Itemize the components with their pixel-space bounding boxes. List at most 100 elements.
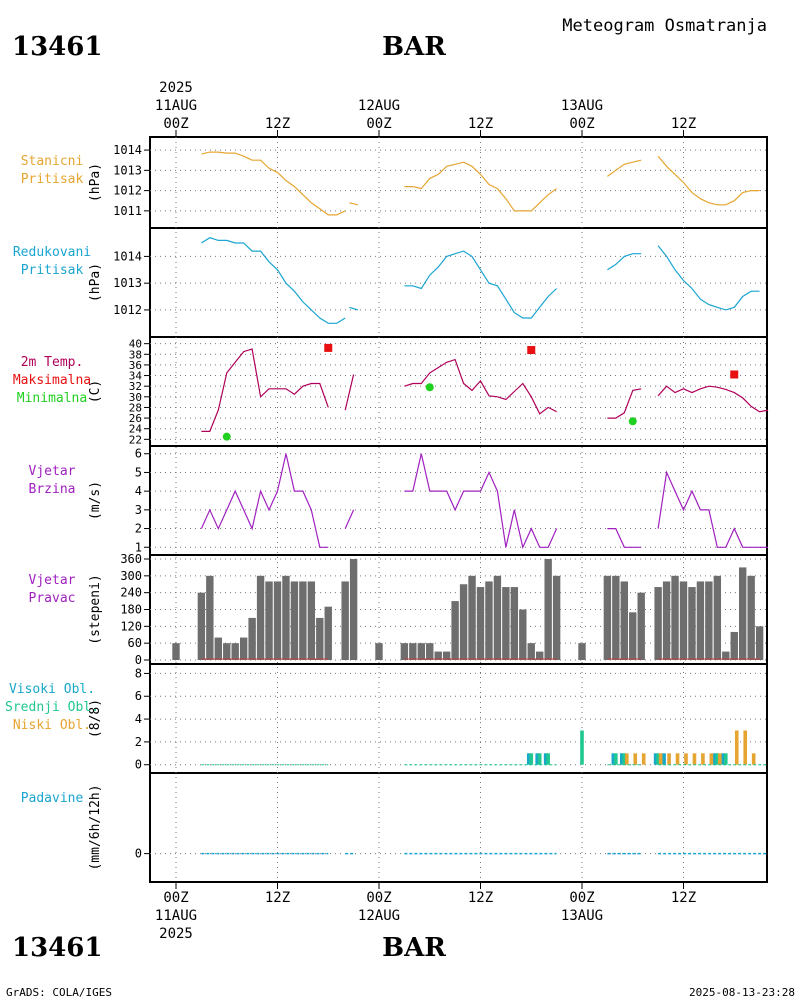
direction-bar bbox=[536, 651, 544, 660]
direction-bar bbox=[231, 643, 239, 660]
cloud-bar bbox=[543, 753, 548, 765]
meteogram-title: Meteogram Osmatranja bbox=[562, 16, 767, 36]
series-line bbox=[201, 151, 346, 216]
cloud-bar bbox=[751, 753, 756, 765]
direction-bar bbox=[239, 637, 248, 660]
direction-bar bbox=[544, 559, 552, 660]
direction-bar bbox=[519, 609, 527, 660]
y-tick-label: 0 bbox=[135, 758, 142, 772]
panel-title-line: Pritisak bbox=[21, 263, 84, 278]
direction-bar bbox=[426, 643, 434, 660]
panel-frames bbox=[149, 136, 768, 883]
time-label-bottom: 12Z bbox=[468, 890, 493, 906]
tmin-marker bbox=[628, 417, 637, 426]
station-id-bottom: 13461 bbox=[12, 933, 102, 963]
year-label-top: 2025 bbox=[159, 80, 193, 96]
y-axis-label: (hPa) bbox=[88, 163, 103, 202]
tmin-marker bbox=[222, 432, 231, 441]
series-line bbox=[657, 385, 769, 413]
y-tick-label: 36 bbox=[129, 359, 142, 372]
panel-title-line: Redukovani bbox=[13, 245, 91, 260]
y-tick-label: 2 bbox=[135, 522, 142, 536]
panel-title-line: Stanicni bbox=[21, 154, 84, 169]
cloud-bar bbox=[684, 753, 688, 765]
cloud-bar bbox=[653, 753, 658, 765]
direction-bar bbox=[612, 575, 620, 660]
grads-credit: GrADS: COLA/IGES bbox=[6, 986, 112, 999]
cloud-bar bbox=[624, 753, 629, 765]
cloud-bar bbox=[723, 753, 728, 765]
direction-bar bbox=[197, 592, 206, 660]
y-tick-label: 60 bbox=[128, 636, 142, 650]
panel-title-line: Visoki Obl. bbox=[9, 682, 95, 697]
panel-frame bbox=[149, 445, 768, 556]
series-line bbox=[349, 202, 359, 206]
year-label-bottom: 2025 bbox=[159, 926, 193, 942]
panel-title-line: Pritisak bbox=[21, 172, 84, 187]
y-tick-label: 120 bbox=[120, 619, 142, 633]
cloud-bar bbox=[713, 753, 717, 765]
cloud-bar bbox=[692, 753, 697, 765]
direction-bar bbox=[527, 643, 535, 660]
direction-bar bbox=[502, 587, 510, 660]
panel-title-line: Srednji Obl. bbox=[5, 700, 99, 715]
time-label-top: 12Z bbox=[265, 116, 290, 132]
panel-title-line: Pravac bbox=[29, 591, 76, 606]
panel-title-line: 2m Temp. bbox=[21, 355, 84, 370]
cloud-bar bbox=[614, 753, 618, 765]
direction-bar bbox=[679, 581, 688, 660]
date-label-bottom: 12AUG bbox=[358, 908, 400, 924]
direction-bar bbox=[349, 559, 358, 660]
y-tick-label: 8 bbox=[135, 666, 142, 680]
time-label-bottom: 12Z bbox=[265, 890, 290, 906]
time-label-bottom: 00Z bbox=[163, 890, 188, 906]
grid-lines bbox=[150, 137, 767, 882]
station-name-top: BAR bbox=[382, 32, 446, 62]
cloud-bar bbox=[721, 753, 726, 765]
cloud-bar bbox=[743, 730, 748, 765]
cloud-bar bbox=[656, 753, 660, 765]
direction-bar bbox=[713, 575, 722, 660]
panel-frame bbox=[149, 663, 768, 774]
series-line bbox=[349, 306, 359, 311]
y-tick-label: 4 bbox=[135, 484, 142, 498]
y-axis-label: (hPa) bbox=[88, 263, 103, 302]
direction-bar bbox=[671, 575, 679, 660]
direction-bar bbox=[688, 587, 696, 660]
axis-labels: 1011101210131014(hPa)101210131014(hPa)22… bbox=[88, 80, 696, 942]
y-tick-label: 1012 bbox=[113, 303, 142, 317]
direction-bar bbox=[409, 643, 417, 660]
series-line bbox=[657, 245, 760, 311]
series-line bbox=[201, 348, 329, 432]
time-label-top: 12Z bbox=[468, 116, 493, 132]
direction-bar bbox=[265, 581, 273, 660]
y-tick-label: 1014 bbox=[113, 143, 142, 157]
direction-bar bbox=[316, 617, 324, 660]
y-tick-label: 26 bbox=[129, 412, 142, 425]
panel-title-line: Brzina bbox=[29, 482, 76, 497]
cloud-bar bbox=[619, 753, 624, 765]
direction-bar bbox=[739, 567, 747, 660]
y-tick-label: 0 bbox=[135, 847, 142, 861]
cloud-bar bbox=[526, 753, 531, 765]
direction-bar bbox=[476, 587, 485, 660]
direction-bar bbox=[705, 581, 713, 660]
cloud-bar bbox=[611, 753, 616, 765]
direction-bar bbox=[282, 575, 290, 660]
y-axis-label: (8/8) bbox=[88, 699, 103, 738]
direction-bar bbox=[730, 631, 738, 660]
direction-bar bbox=[620, 581, 628, 660]
y-tick-label: 0 bbox=[135, 653, 142, 667]
direction-bar bbox=[400, 643, 409, 660]
y-tick-label: 30 bbox=[129, 391, 142, 404]
y-tick-label: 1013 bbox=[113, 163, 142, 177]
render-timestamp: 2025-08-13-23:28 bbox=[689, 986, 795, 999]
panel-title-line: Minimalna bbox=[17, 391, 87, 406]
cloud-bar bbox=[537, 753, 542, 765]
direction-bar bbox=[223, 643, 231, 660]
panel-frame bbox=[149, 772, 768, 883]
time-label-top: 12Z bbox=[671, 116, 696, 132]
y-tick-label: 1011 bbox=[113, 204, 142, 218]
direction-bar bbox=[722, 651, 730, 660]
